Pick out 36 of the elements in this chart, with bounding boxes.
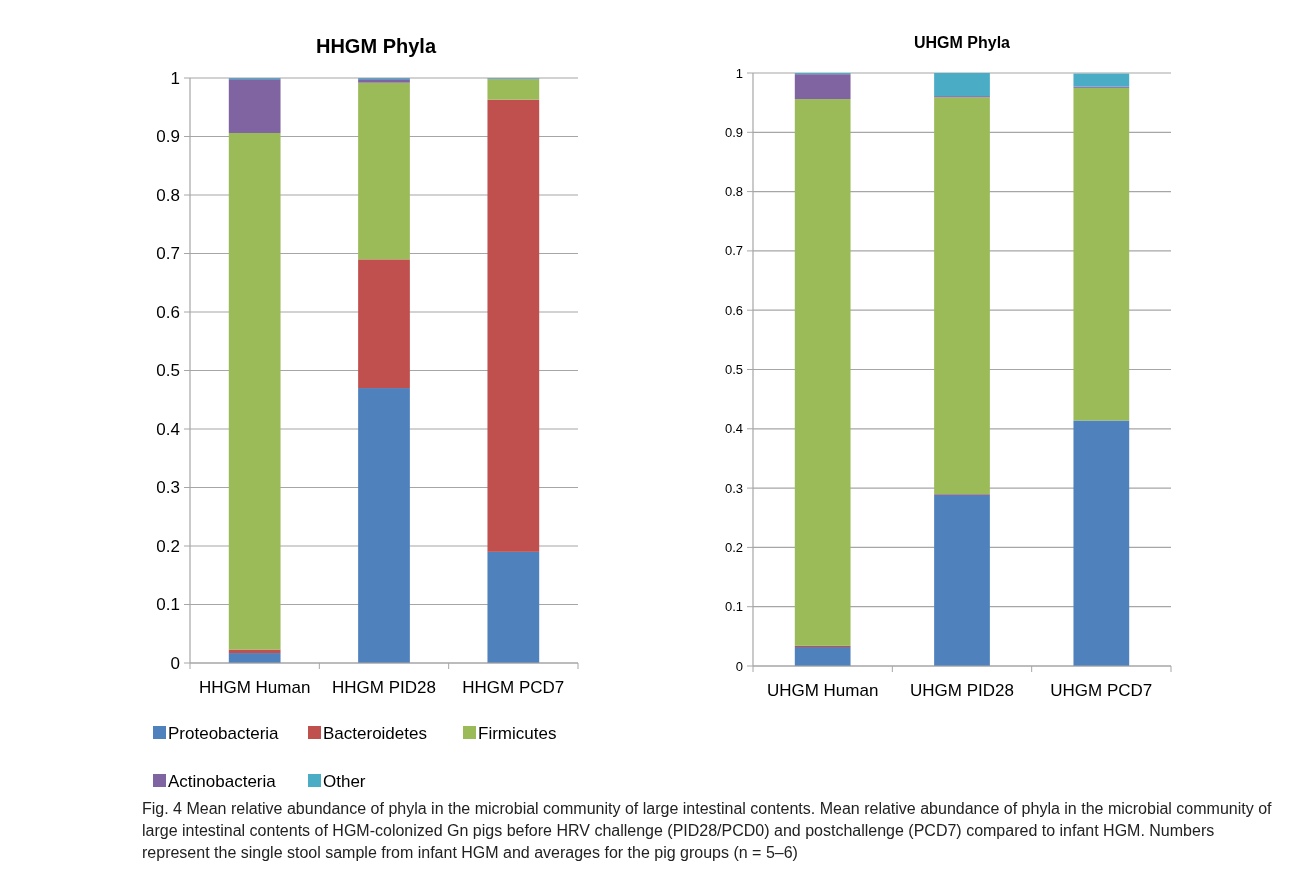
y-tick-label: 1 — [735, 65, 743, 81]
x-tick-label: UHGM PCD7 — [1050, 681, 1153, 700]
y-tick-label: 1 — [170, 68, 180, 88]
x-tick-label: HHGM PID28 — [332, 678, 436, 697]
chart-title: UHGM Phyla — [913, 34, 1011, 51]
legend-label: Actinobacteria — [168, 771, 277, 791]
y-tick-label: 0.7 — [156, 244, 180, 264]
y-tick-label: 0 — [170, 653, 180, 673]
y-tick-label: 0.4 — [724, 421, 743, 437]
x-tick-label: UHGM Human — [766, 681, 879, 700]
x-tick-label: HHGM Human — [198, 678, 311, 697]
x-tick-label: HHGM PCD7 — [462, 678, 565, 697]
y-tick-label: 0.8 — [724, 184, 743, 200]
y-tick-label: 0.8 — [156, 185, 180, 205]
y-tick-label: 0.6 — [724, 302, 743, 318]
y-tick-label: 0.3 — [156, 478, 180, 498]
y-tick-label: 0.1 — [156, 595, 180, 615]
y-tick-label: 0.2 — [156, 536, 180, 556]
y-tick-label: 0.6 — [156, 302, 180, 322]
caption: Fig. 4 Mean relative abundance of phyla in the microbial community of large intestinal contents. Mean relative abundance of phyla in the microbial community of large intestinal contents of HGM-colonized Gn pigs before HRV challenge (PID28/PCD0) and postchallenge (PCD7) compared to infant HGM. Numbers represent the single stool sample from infant HGM and averages for the pig groups (n = 5–6) — [142, 799, 1273, 863]
y-tick-label: 0.9 — [156, 127, 180, 147]
legend-label: Other — [323, 771, 366, 791]
y-tick-label: 0.5 — [156, 361, 180, 381]
y-tick-label: 0.5 — [724, 362, 743, 378]
chart-title: HHGM Phyla — [315, 35, 437, 57]
legend-label: Bacteroidetes — [323, 723, 427, 743]
y-tick-label: 0.7 — [724, 243, 743, 259]
legend-label: Proteobacteria — [168, 723, 280, 743]
y-tick-label: 0.2 — [724, 539, 743, 555]
y-tick-label: 0.1 — [724, 599, 743, 615]
y-tick-label: 0.4 — [156, 419, 180, 439]
y-tick-label: 0.9 — [724, 124, 743, 140]
y-tick-label: 0 — [735, 658, 743, 674]
y-tick-label: 0.3 — [724, 480, 743, 496]
x-tick-label: UHGM PID28 — [910, 681, 1014, 700]
legend-label: Firmicutes — [478, 723, 557, 743]
